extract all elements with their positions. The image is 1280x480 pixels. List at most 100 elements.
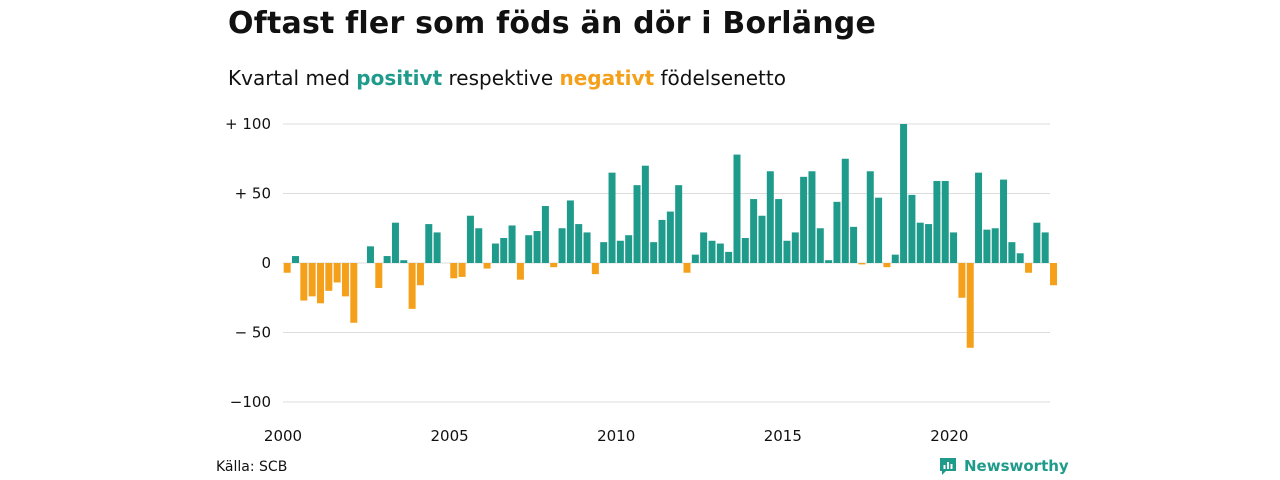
bar-negative [325, 263, 333, 291]
bar-positive [616, 240, 624, 263]
bar-positive [1008, 242, 1016, 263]
bar-positive [291, 256, 299, 263]
subtitle-negative-word: negativt [559, 66, 655, 90]
bar-positive [641, 165, 649, 263]
bar-negative [408, 263, 416, 309]
bar-positive [725, 251, 733, 263]
bar-negative [591, 263, 599, 275]
bar-negative [858, 263, 866, 265]
bar-negative [316, 263, 324, 304]
bar-negative [683, 263, 691, 273]
x-tick-label: 2010 [597, 427, 635, 445]
bar-positive [1000, 179, 1008, 263]
bar-positive [908, 194, 916, 263]
newsworthy-logo-icon [940, 458, 956, 475]
bar-positive [700, 232, 708, 263]
bar-positive [708, 240, 716, 263]
bar-positive [425, 224, 433, 263]
bar-negative [333, 263, 341, 283]
bar-positive [833, 201, 841, 263]
bar-positive [1033, 222, 1041, 263]
bar-positive [475, 228, 483, 263]
bar-negative [283, 263, 291, 273]
bar-positive [750, 199, 758, 263]
bar-positive [383, 256, 391, 263]
bar-positive [633, 185, 641, 263]
bar-positive [800, 176, 808, 263]
bar-negative [550, 263, 558, 268]
bar-positive [758, 215, 766, 263]
bar-positive [825, 260, 833, 263]
y-tick-label: −100 [230, 393, 271, 411]
x-tick-label: 2015 [764, 427, 802, 445]
bar-positive [583, 232, 591, 263]
bar-positive [391, 222, 399, 263]
bar-positive [508, 225, 516, 263]
chart-subtitle: Kvartal med positivt respektive negativt… [228, 66, 786, 90]
bar-positive [983, 229, 991, 263]
bar-positive [716, 243, 724, 263]
bar-positive [916, 222, 924, 263]
brand-logo: Newsworthy [938, 456, 1069, 476]
bar-positive [675, 185, 683, 263]
bar-positive [841, 158, 849, 263]
bar-negative [300, 263, 308, 301]
bar-positive [558, 228, 566, 263]
chart-title: Oftast fler som föds än dör i Borlänge [228, 6, 876, 41]
bar-positive [775, 199, 783, 263]
bar-negative [308, 263, 316, 297]
bar-negative [450, 263, 458, 279]
bar-positive [400, 260, 408, 263]
bar-positive [741, 237, 749, 263]
bar-negative [416, 263, 424, 286]
bar-negative [516, 263, 524, 280]
bar-positive [808, 171, 816, 263]
bar-positive [900, 124, 908, 263]
bar-positive [1016, 253, 1024, 263]
bar-positive [925, 224, 933, 263]
x-tick-label: 2020 [930, 427, 968, 445]
bar-positive [650, 242, 658, 263]
bar-negative [341, 263, 349, 297]
bar-negative [966, 263, 974, 348]
source-note: Källa: SCB [216, 459, 288, 475]
bar-positive [658, 219, 666, 263]
bar-negative [458, 263, 466, 277]
bar-positive [666, 211, 674, 263]
bar-negative [1025, 263, 1033, 273]
bar-positive [466, 215, 474, 263]
bar-positive [850, 226, 858, 263]
y-tick-label: + 100 [225, 115, 271, 133]
bar-negative [958, 263, 966, 298]
subtitle-mid: respektive [448, 66, 554, 90]
y-tick-label: + 50 [235, 185, 271, 203]
bar-positive [1041, 232, 1049, 263]
x-tick-label: 2005 [431, 427, 469, 445]
subtitle-prefix: Kvartal med [228, 66, 350, 90]
bar-positive [791, 232, 799, 263]
bar-positive [866, 171, 874, 263]
brand-name: Newsworthy [964, 457, 1069, 475]
bar-positive [500, 237, 508, 263]
subtitle-suffix: födelsenetto [660, 66, 786, 90]
bar-positive [933, 180, 941, 263]
y-tick-label: − 50 [235, 324, 271, 342]
bar-negative [1050, 263, 1058, 286]
y-tick-label: 0 [261, 254, 271, 272]
bar-positive [733, 154, 741, 263]
bar-positive [783, 240, 791, 263]
bar-positive [525, 235, 533, 263]
bar-positive [875, 197, 883, 263]
bar-positive [608, 172, 616, 263]
bar-positive [766, 171, 774, 263]
bar-negative [375, 263, 383, 289]
bar-positive [691, 254, 699, 263]
subtitle-positive-word: positivt [356, 66, 443, 90]
bar-positive [575, 224, 583, 263]
bar-positive [975, 172, 983, 263]
bar-positive [541, 206, 549, 263]
bar-positive [891, 254, 899, 263]
bar-positive [533, 231, 541, 263]
x-tick-label: 2000 [264, 427, 302, 445]
